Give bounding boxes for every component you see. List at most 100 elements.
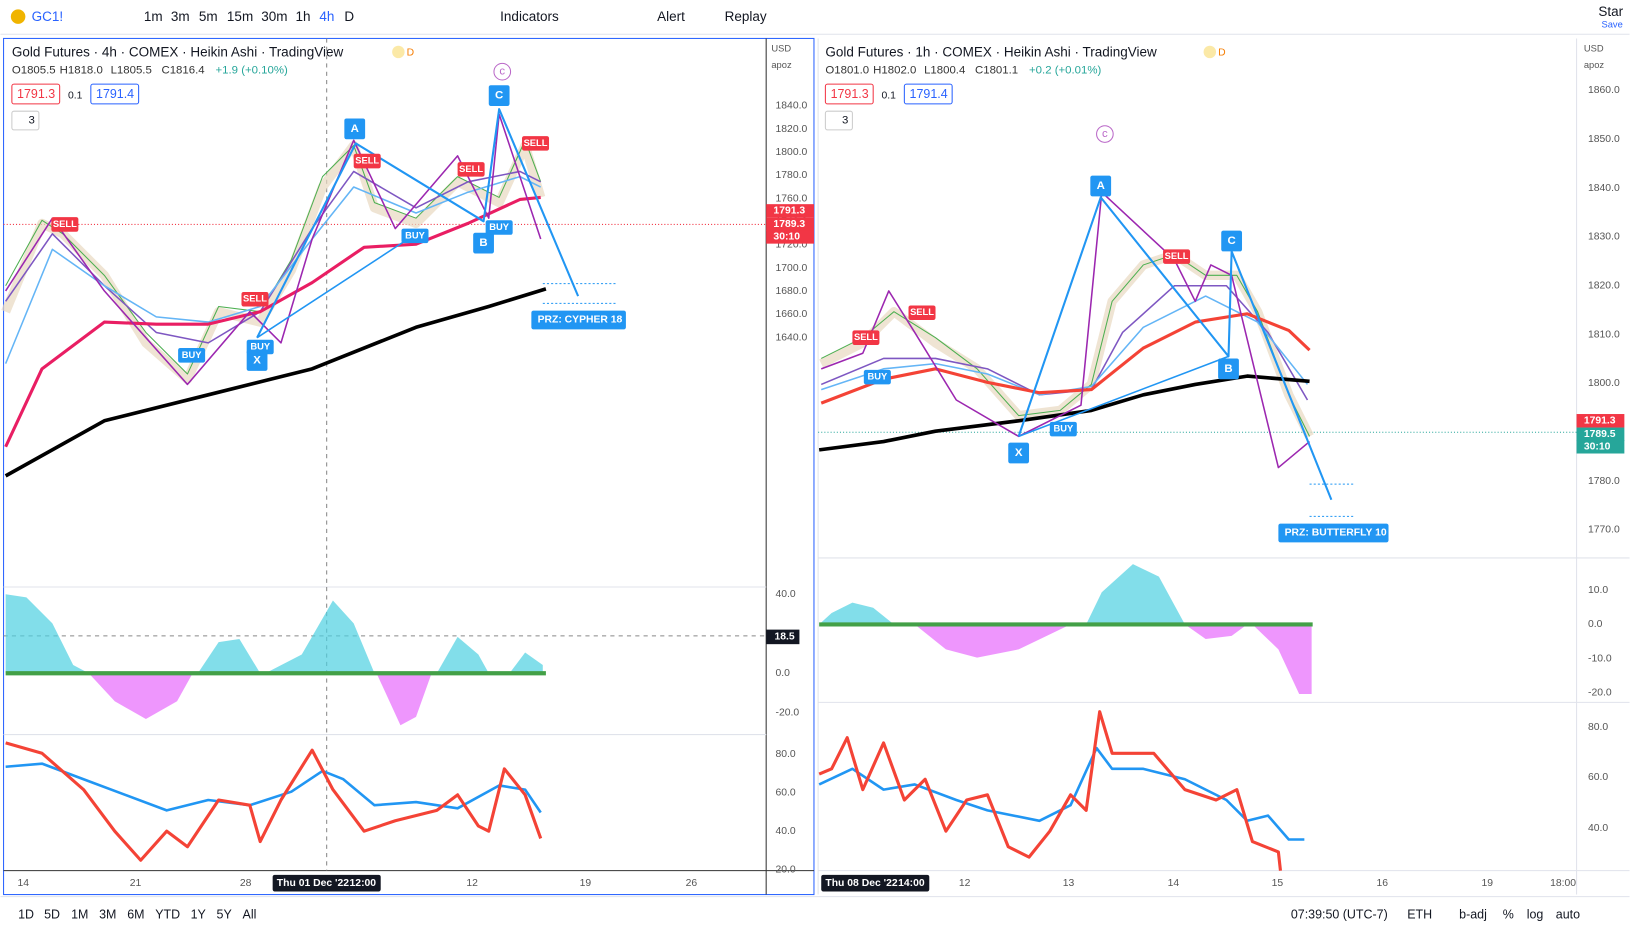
count[interactable]: 3 [28,115,34,127]
price-tick: 1780.0 [776,170,808,181]
crosshair-time: 12:00 [350,878,377,889]
price-tick: 1810.0 [1588,329,1620,340]
c-mark-ring [493,62,512,81]
interval[interactable]: 1h [296,9,311,24]
interval[interactable]: 15m [227,9,253,24]
price-tag: 30:10 [773,232,800,243]
clock: 07:39:50 (UTC-7) [1291,908,1388,922]
interval[interactable]: 1m [144,9,163,24]
osc-area [436,636,489,674]
time-tick: 16 [1377,878,1389,889]
ohlc: H1802.0 [873,65,916,77]
interval[interactable]: 4h [319,9,334,24]
time-tick: 14 [18,878,30,889]
osc-tick: -10.0 [1588,653,1612,664]
adj[interactable]: b-adj [1459,908,1487,922]
interval-bar: 1m 3m 5m 15m 30m 1h 4h D [144,9,355,24]
crosshair-label-bg [821,874,930,892]
zigzag [4,113,542,386]
save-button[interactable]: Save [1602,19,1623,29]
interval[interactable]: D [344,9,354,24]
range-button[interactable]: 6M [127,908,144,922]
ask[interactable]: 1791.4 [910,87,948,101]
bid-box [11,83,61,105]
range-button[interactable]: 1M [71,908,88,922]
c-mark-ring [1096,125,1114,143]
price-tick: 1830.0 [1588,232,1620,243]
symbol[interactable]: GC1! [32,9,64,24]
osc-tick: -20.0 [776,707,800,718]
ohlc: +1.9 (+0.10%) [216,65,288,77]
alert-button[interactable]: Alert [657,9,685,24]
pattern-point-bg [344,118,366,140]
auto[interactable]: auto [1556,908,1580,922]
range-button[interactable]: 5Y [217,908,233,922]
chart-title: Gold Futures · 1h · COMEX · Heikin Ashi … [825,45,1157,60]
time-tick: 19 [1481,878,1493,889]
spread: 0.1 [68,90,83,101]
interval[interactable]: 5m [199,9,218,24]
ohlc: L1805.5 [111,65,152,77]
bid[interactable]: 1791.3 [831,87,869,101]
session[interactable]: ETH [1407,908,1432,922]
chart-title: Gold Futures · 4h · COMEX · Heikin Ashi … [12,45,344,60]
price-tag: 30:10 [1584,441,1611,452]
signal: SELL [53,219,77,229]
range-button[interactable]: YTD [155,908,180,922]
pattern-point: A [351,123,359,135]
log[interactable]: log [1527,908,1544,922]
price-tick: 1800.0 [776,147,808,158]
interval[interactable]: 3m [171,9,190,24]
signal: SELL [524,138,548,148]
price-tag-bg [1576,427,1625,442]
percent[interactable]: % [1503,908,1514,922]
rsi [5,762,542,814]
osc-area [1252,624,1312,695]
signal: SELL [1165,251,1189,261]
rsi-tick: 60.0 [776,787,796,798]
ask[interactable]: 1791.4 [96,87,134,101]
count[interactable]: 3 [842,115,848,127]
star-button[interactable]: Star [1598,4,1623,19]
ohlc: C1816.4 [161,65,205,77]
price-tick: 1660.0 [776,309,808,320]
osc-area [819,602,894,625]
signal-bg [1049,421,1077,437]
replay-button[interactable]: Replay [725,9,767,24]
signal-bg [241,291,269,307]
price-tag: 1791.3 [1584,416,1616,427]
pattern-point-bg [246,350,268,371]
ohlc: O1805.5 [12,65,56,77]
indicators-button[interactable]: Indicators [500,9,559,24]
range-button[interactable]: 1Y [191,908,207,922]
price-tick: 1840.0 [776,101,808,112]
pattern-point: B [1224,363,1232,375]
panes: Gold Futures · 4h · COMEX · Heikin Ashi … [11,43,1625,892]
range-button[interactable]: 1D [18,908,34,922]
harmonic [1100,196,1230,357]
pattern-point-bg [1218,358,1239,380]
price-line [821,254,1311,437]
ohlc: L1800.4 [924,65,966,77]
range-button[interactable]: 3M [99,908,116,922]
range-button[interactable]: 5D [44,908,60,922]
range-button[interactable]: All [243,908,257,922]
zigzag [820,191,1311,469]
signal-bg [522,136,550,151]
osc-area [1086,564,1185,625]
rsi-tick: 60.0 [1588,772,1608,783]
flag-dot [392,45,405,59]
currency: USD [1584,43,1604,53]
interval[interactable]: 30m [261,9,287,24]
bid[interactable]: 1791.3 [17,87,55,101]
osc-tick: 10.0 [1588,585,1608,596]
time-tick: 13 [1063,878,1075,889]
osc-tick: -20.0 [1588,688,1612,699]
price-tick: 1800.0 [1588,378,1620,389]
signal-bg [863,369,891,385]
signal-bg [485,220,513,235]
time-tick: 26 [686,878,698,889]
price-tick: 1720.0 [776,240,808,251]
signal-bg [908,305,936,321]
